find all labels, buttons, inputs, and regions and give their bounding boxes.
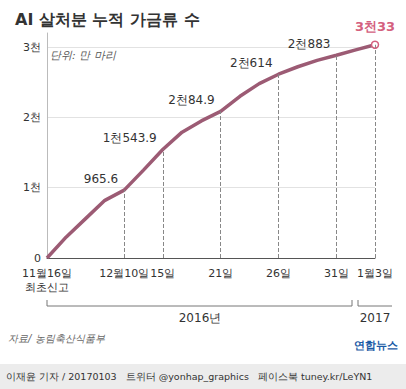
svg-text:2천84.9: 2천84.9: [168, 93, 214, 107]
svg-text:1천: 1천: [23, 181, 41, 194]
svg-text:2016년: 2016년: [179, 311, 222, 325]
svg-text:2천614: 2천614: [230, 56, 273, 70]
svg-text:2천: 2천: [23, 111, 41, 124]
svg-text:31일: 31일: [324, 267, 349, 280]
svg-text:이재윤 기자 / 20170103 트위터 @yonha: 이재윤 기자 / 20170103 트위터 @yonhap_graphics 페…: [6, 371, 372, 382]
svg-text:1천543.9: 1천543.9: [103, 131, 157, 145]
svg-text:0: 0: [34, 252, 41, 265]
svg-text:2017: 2017: [360, 311, 391, 325]
svg-text:단위: 만 마리: 단위: 만 마리: [50, 49, 117, 62]
svg-text:26일: 26일: [266, 267, 291, 280]
svg-text:연합뉴스: 연합뉴스: [354, 339, 398, 352]
svg-text:AI 살처분 누적 가금류 수: AI 살처분 누적 가금류 수: [15, 10, 200, 29]
svg-text:3천33: 3천33: [355, 19, 395, 34]
svg-text:자료/ 농림축산식품부: 자료/ 농림축산식품부: [8, 333, 106, 344]
svg-text:2천883: 2천883: [288, 37, 331, 51]
svg-text:21일: 21일: [208, 267, 233, 280]
svg-text:11월16일: 11월16일: [22, 267, 72, 280]
svg-text:965.6: 965.6: [84, 172, 118, 186]
svg-text:최초신고: 최초신고: [25, 281, 69, 294]
svg-text:1월3일: 1월3일: [357, 267, 393, 280]
svg-text:12월10일: 12월10일: [99, 267, 149, 280]
svg-text:15일: 15일: [150, 267, 175, 280]
svg-text:3천: 3천: [23, 41, 41, 54]
